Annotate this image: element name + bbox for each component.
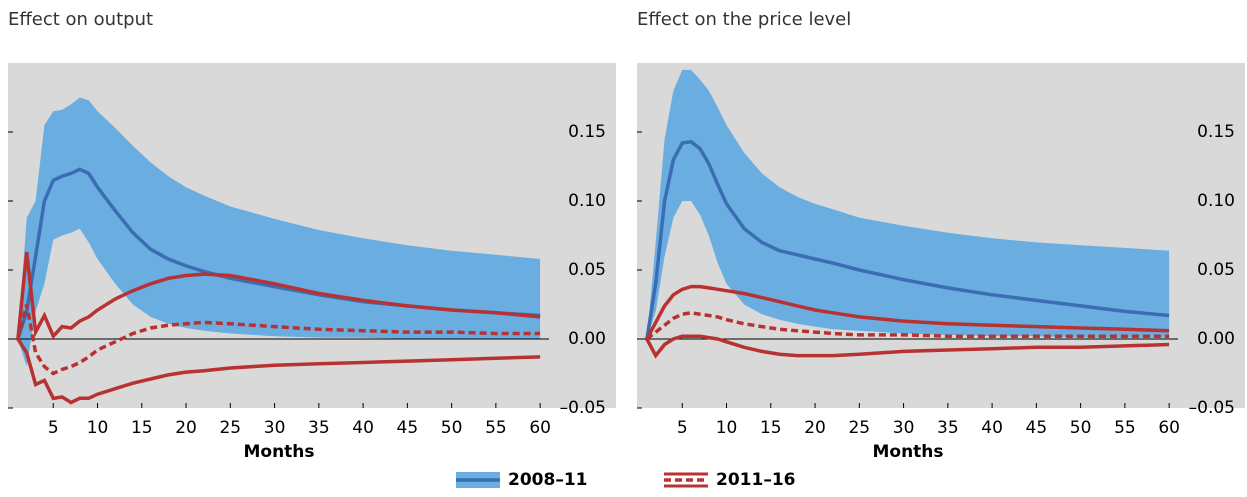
x-tick-label: 40 [352, 418, 374, 438]
x-tick-label: 10 [87, 418, 109, 438]
legend-label: 2011–16 [716, 470, 795, 490]
x-tick-label: 55 [1114, 418, 1136, 438]
x-tick-label: 60 [1158, 418, 1180, 438]
x-tick-label: 25 [219, 418, 241, 438]
x-tick-label: 30 [893, 418, 915, 438]
x-axis-label: Months [872, 442, 943, 462]
x-tick-label: 50 [441, 418, 463, 438]
band-line [16, 338, 541, 405]
chart-title: Effect on output [8, 9, 153, 30]
y-tick-label: 0.00 [568, 329, 606, 349]
y-tick-label: 0.05 [568, 260, 606, 280]
x-tick-label: 20 [804, 418, 826, 438]
y-tick-label: 0.00 [1197, 329, 1235, 349]
x-tick-label: 25 [848, 418, 870, 438]
x-tick-label: 55 [485, 418, 507, 438]
x-tick-label: 30 [264, 418, 286, 438]
y-tick-label: 0.15 [1197, 122, 1235, 142]
x-tick-label: 40 [981, 418, 1003, 438]
x-tick-label: 15 [131, 418, 153, 438]
confidence-band [17, 97, 541, 367]
x-tick-label: 35 [308, 418, 330, 438]
x-tick-label: 20 [175, 418, 197, 438]
median-line [16, 304, 541, 376]
x-tick-label: 10 [716, 418, 738, 438]
band-line [645, 334, 1170, 359]
legend-label: 2008–11 [508, 470, 587, 490]
y-tick-label: 0.05 [1197, 260, 1235, 280]
x-tick-label: 45 [1026, 418, 1048, 438]
y-tick-label: 0.10 [1197, 191, 1235, 211]
x-tick-label: 50 [1070, 418, 1092, 438]
band-line [16, 251, 541, 340]
x-tick-label: 45 [397, 418, 419, 438]
x-tick-label: 5 [677, 418, 688, 438]
x-axis-label: Months [243, 442, 314, 462]
x-tick-label: 35 [937, 418, 959, 438]
x-tick-label: 5 [48, 418, 59, 438]
y-tick-label: –0.05 [1189, 398, 1235, 418]
y-tick-label: 0.10 [568, 191, 606, 211]
confidence-band [646, 69, 1170, 340]
median-line [645, 311, 1170, 341]
band-line [645, 284, 1170, 340]
x-tick-label: 60 [529, 418, 551, 438]
x-tick-label: 15 [760, 418, 782, 438]
chart-title: Effect on the price level [637, 9, 851, 30]
y-tick-label: –0.05 [560, 398, 606, 418]
median-line [645, 139, 1170, 340]
y-tick-label: 0.15 [568, 122, 606, 142]
